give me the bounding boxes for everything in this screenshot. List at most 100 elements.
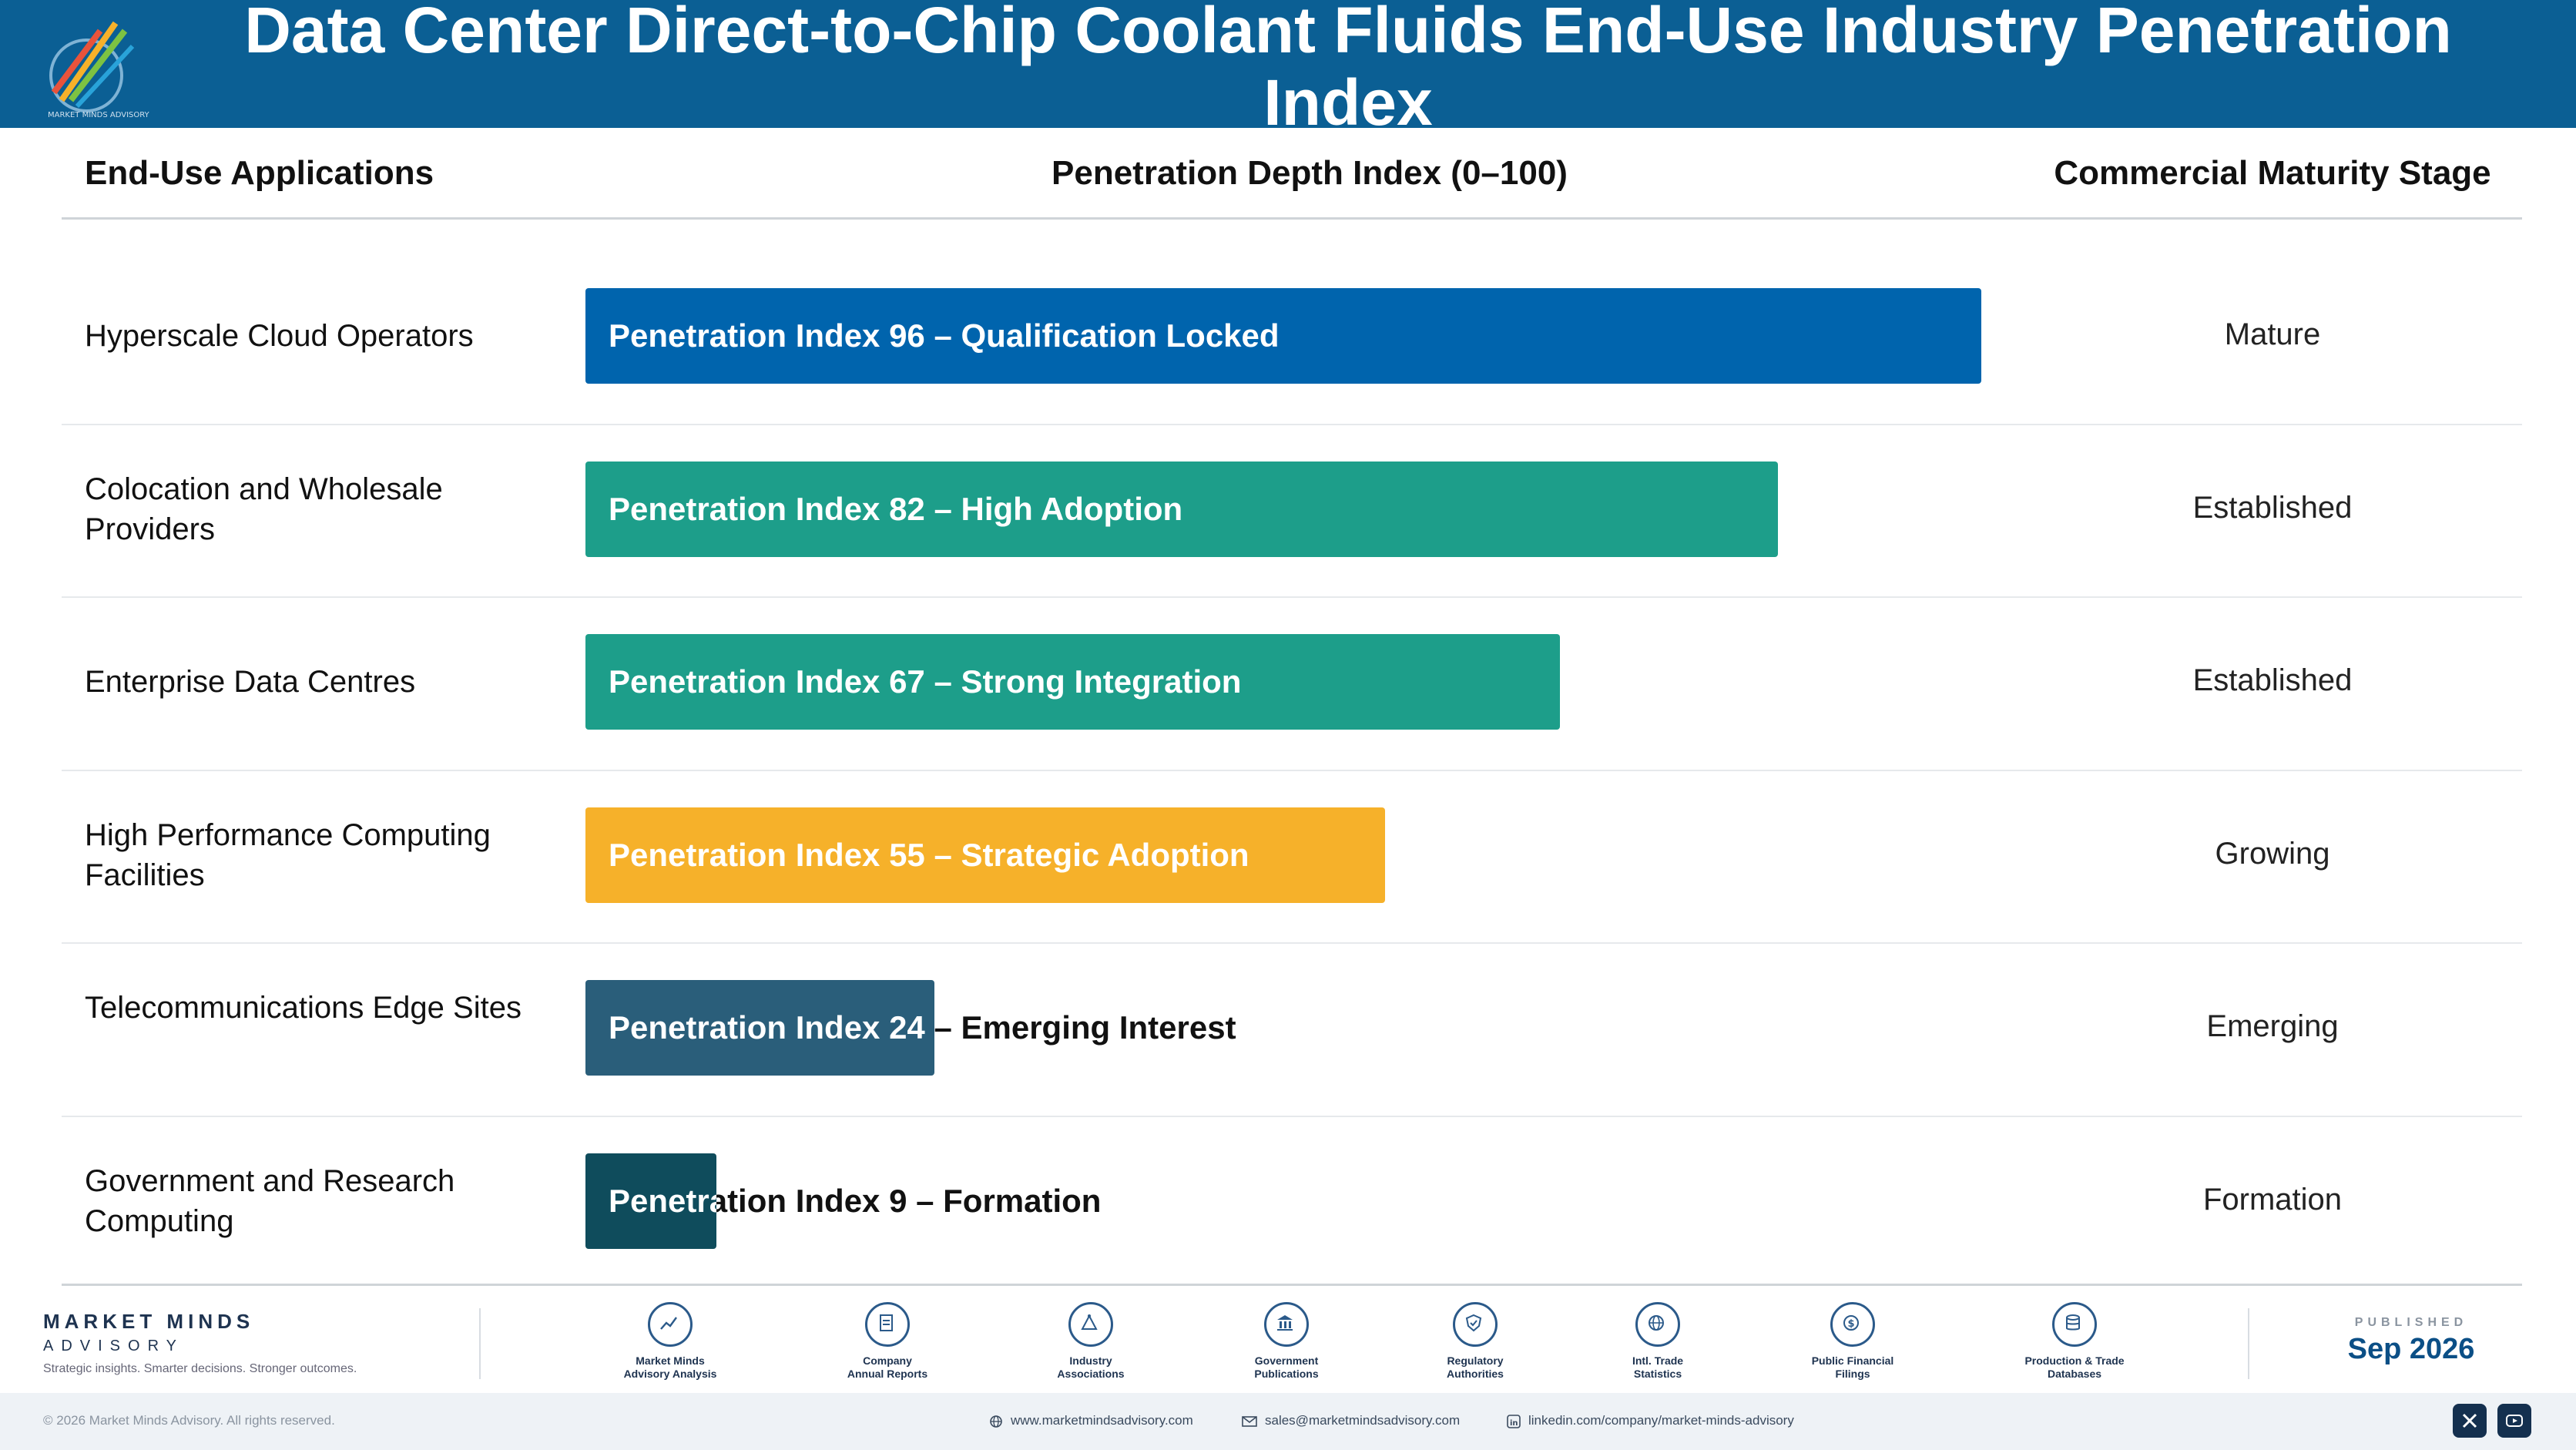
linkedin-link[interactable]: in linkedin.com/company/market-minds-advi… (1507, 1413, 1794, 1428)
row-label: Colocation and Wholesale Providers (85, 472, 443, 546)
svg-text:in: in (1510, 1419, 1518, 1428)
database-icon (2052, 1302, 2097, 1347)
row-separator (62, 1116, 2522, 1117)
maturity-stage: Formation (2202, 1182, 2343, 1217)
source-label: Public Financial Filings (1776, 1354, 1930, 1381)
maturity-stage: Emerging (2206, 1009, 2339, 1043)
chart-bottom-rule (62, 1284, 2522, 1286)
source-label: Government Publications (1209, 1354, 1363, 1381)
source-item: Government Publications (1209, 1302, 1363, 1381)
bar-value-label: Penetration Index 96 – Qualification Loc… (609, 317, 1280, 354)
source-item: Industry Associations (1014, 1302, 1168, 1381)
mail-icon (1242, 1415, 1257, 1427)
email-text: sales@marketmindsadvisory.com (1265, 1413, 1461, 1428)
source-item: Production & Trade Databases (1997, 1302, 2152, 1381)
footer-divider (479, 1308, 481, 1379)
source-label-line1: Intl. Trade (1632, 1354, 1684, 1367)
youtube-social-button[interactable] (2497, 1404, 2531, 1438)
source-label-line2: Authorities (1447, 1368, 1504, 1380)
source-item: $ Public Financial Filings (1776, 1302, 1930, 1381)
row-separator (62, 770, 2522, 771)
source-label: Company Annual Reports (810, 1354, 964, 1381)
x-icon (2462, 1413, 2477, 1428)
penetration-bar (585, 634, 1560, 730)
row-separator (62, 596, 2522, 598)
source-label: Regulatory Authorities (1398, 1354, 1552, 1381)
published-date: Sep 2026 (2347, 1333, 2475, 1365)
chart-line-icon (648, 1302, 693, 1347)
source-label-line1: Regulatory (1447, 1354, 1504, 1367)
source-label-line2: Advisory Analysis (623, 1368, 717, 1380)
penetration-bar (585, 980, 934, 1076)
source-item: Regulatory Authorities (1398, 1302, 1552, 1381)
maturity-stage: Established (2192, 663, 2353, 697)
source-label-line2: Associations (1057, 1368, 1125, 1380)
source-item: Company Annual Reports (810, 1302, 964, 1381)
svg-text:$: $ (1848, 1318, 1855, 1330)
bar-value-label: Penetration Index 55 – Strategic Adoptio… (609, 836, 1249, 873)
row-label: Enterprise Data Centres (85, 665, 416, 699)
footer-divider (2248, 1308, 2249, 1379)
column-header-stage: Commercial Maturity Stage (2054, 154, 2491, 192)
bar-value-label: Penetration Index 9 – Formation (609, 1153, 1101, 1249)
source-label: Industry Associations (1014, 1354, 1168, 1381)
source-item: Market Minds Advisory Analysis (593, 1302, 747, 1381)
svg-text:MARKET MINDS ADVISORY: MARKET MINDS ADVISORY (48, 111, 150, 119)
linkedin-icon: in (1507, 1414, 1521, 1428)
website-text: www.marketmindsadvisory.com (1011, 1413, 1193, 1428)
source-label: Intl. Trade Statistics (1581, 1354, 1735, 1381)
source-label-line1: Public Financial (1811, 1354, 1894, 1367)
dollar-icon: $ (1830, 1302, 1875, 1347)
header-banner: MARKET MINDS ADVISORY Data Center Direct… (0, 0, 2576, 139)
penetration-bar (585, 461, 1778, 557)
row-separator (62, 424, 2522, 425)
source-label-line2: Publications (1254, 1368, 1319, 1380)
source-item: Intl. Trade Statistics (1581, 1302, 1735, 1381)
footer-brand-sub: ADVISORY (43, 1338, 184, 1354)
source-label-line1: Company (863, 1354, 912, 1367)
column-header-index: Penetration Depth Index (0–100) (1052, 154, 1568, 192)
globe-icon (990, 1415, 1002, 1428)
email-link[interactable]: sales@marketmindsadvisory.com (1242, 1413, 1460, 1428)
linkedin-text: linkedin.com/company/market-minds-adviso… (1528, 1413, 1794, 1428)
row-label: Telecommunications Edge Sites (85, 991, 522, 1025)
copyright-text: © 2026 Market Minds Advisory. All rights… (43, 1413, 335, 1428)
footer-tagline: Strategic insights. Smarter decisions. S… (43, 1362, 357, 1375)
header-rule (62, 217, 2522, 220)
source-label-line2: Statistics (1633, 1368, 1682, 1380)
source-label-line1: Government (1254, 1354, 1319, 1367)
website-link[interactable]: www.marketmindsadvisory.com (989, 1413, 1193, 1428)
row-label: Government and Research Computing (85, 1163, 455, 1238)
source-label-line2: Filings (1835, 1368, 1870, 1380)
row-label: High Performance Computing Facilities (85, 817, 491, 892)
shield-icon (1453, 1302, 1498, 1347)
youtube-icon (2506, 1415, 2523, 1427)
footer-brand-name: MARKET MINDS (43, 1310, 255, 1333)
source-label-line1: Industry (1069, 1354, 1112, 1367)
penetration-bar (585, 288, 1981, 384)
x-social-button[interactable] (2453, 1404, 2487, 1438)
maturity-stage: Established (2192, 490, 2353, 525)
network-icon (1068, 1302, 1113, 1347)
penetration-bar (585, 1153, 716, 1249)
source-label-line2: Annual Reports (847, 1368, 928, 1380)
bar-value-label: Penetration Index 24 – Emerging Interest (609, 980, 1236, 1076)
penetration-bar (585, 807, 1385, 903)
footer-contact-band (0, 1393, 2576, 1450)
column-header-applications: End-Use Applications (85, 154, 434, 192)
published-label: PUBLISHED (2354, 1316, 2468, 1329)
source-label: Market Minds Advisory Analysis (593, 1354, 747, 1381)
bar-value-label: Penetration Index 67 – Strong Integratio… (609, 663, 1242, 700)
bar-value-label: Penetration Index 82 – High Adoption (609, 490, 1183, 527)
document-icon (865, 1302, 910, 1347)
page-title: Data Center Direct-to-Chip Coolant Fluid… (244, 0, 2452, 139)
row-label: Hyperscale Cloud Operators (85, 319, 474, 353)
maturity-stage: Mature (2224, 317, 2321, 351)
row-separator (62, 942, 2522, 944)
source-label-line2: Databases (2047, 1368, 2102, 1380)
building-icon (1264, 1302, 1309, 1347)
source-label: Production & Trade Databases (1997, 1354, 2152, 1381)
source-label-line1: Production & Trade (2024, 1354, 2125, 1367)
company-logo-icon: MARKET MINDS ADVISORY (48, 21, 150, 119)
maturity-stage: Growing (2215, 836, 2330, 871)
